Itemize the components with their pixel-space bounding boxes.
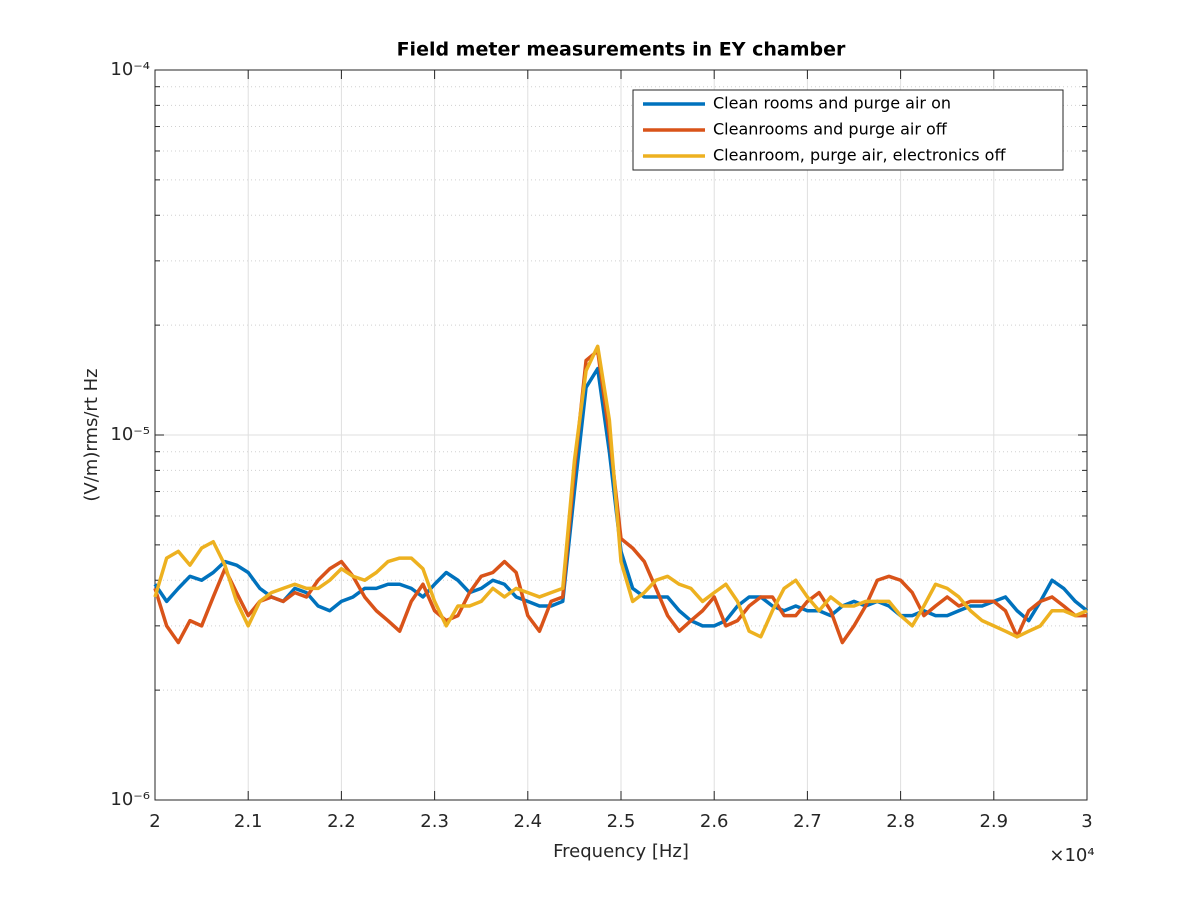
x-tick-label: 2.6 (700, 811, 729, 832)
y-tick-label: 10⁻⁴ (110, 59, 150, 80)
data-line (153, 349, 1087, 645)
x-tick-label: 2 (149, 811, 160, 832)
x-tick-label: 3 (1081, 811, 1092, 832)
x-tick-label: 2.7 (793, 811, 822, 832)
x-axis-label: Frequency [Hz] (553, 841, 689, 862)
data-line (153, 344, 1088, 639)
x-multiplier: ×10⁴ (1049, 845, 1094, 866)
x-tick-label: 2.8 (886, 811, 915, 832)
legend-label: Cleanrooms and purge air off (713, 120, 948, 139)
y-tick-label: 10⁻⁵ (110, 424, 150, 445)
axes-box (154, 69, 1088, 801)
x-tick-label: 2.4 (513, 811, 542, 832)
chart-title: Field meter measurements in EY chamber (397, 39, 846, 61)
x-tick-label: 2.1 (234, 811, 263, 832)
x-tick-label: 2.9 (979, 811, 1008, 832)
y-tick-label: 10⁻⁶ (110, 789, 150, 810)
x-tick-label: 2.2 (327, 811, 356, 832)
x-tick-label: 2.5 (607, 811, 636, 832)
legend-label: Clean rooms and purge air on (713, 94, 951, 113)
x-tick-label: 2.3 (420, 811, 449, 832)
legend-label: Cleanroom, purge air, electronics off (713, 146, 1006, 165)
y-axis-label: (V/m)rms/rt Hz (81, 368, 102, 501)
